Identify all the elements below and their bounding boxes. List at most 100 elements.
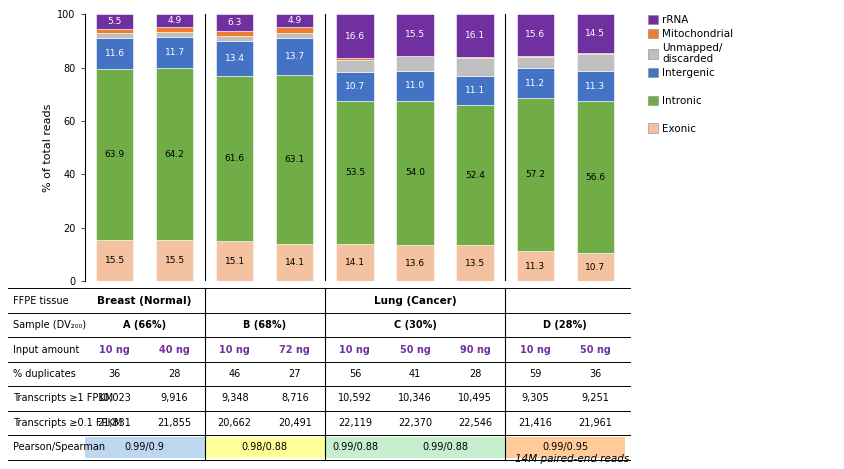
Bar: [456, 245, 493, 281]
Bar: [216, 40, 253, 76]
Bar: [216, 14, 253, 31]
Text: Sample (DV₂₀₀): Sample (DV₂₀₀): [13, 320, 86, 330]
Text: 4.9: 4.9: [167, 16, 181, 25]
Bar: [156, 240, 193, 281]
Text: 14.5: 14.5: [585, 29, 604, 38]
Text: 21,961: 21,961: [577, 418, 611, 428]
Bar: [156, 32, 193, 37]
Text: 41: 41: [408, 369, 420, 379]
Text: 40 ng: 40 ng: [159, 345, 190, 355]
Bar: [456, 57, 493, 58]
Text: FFPE tissue: FFPE tissue: [13, 295, 68, 306]
Bar: [396, 56, 433, 71]
Bar: [396, 55, 433, 56]
Bar: [396, 101, 433, 245]
Bar: [456, 58, 493, 76]
Text: 10 ng: 10 ng: [339, 345, 370, 355]
Bar: [216, 36, 253, 40]
Text: 10 ng: 10 ng: [519, 345, 550, 355]
Text: 15.5: 15.5: [404, 30, 425, 39]
Bar: [96, 240, 133, 281]
Bar: [456, 76, 493, 105]
Bar: [516, 57, 553, 68]
Bar: [456, 14, 493, 57]
Bar: [156, 68, 193, 240]
Bar: [276, 14, 313, 27]
Bar: [396, 245, 433, 281]
Text: 22,119: 22,119: [338, 418, 371, 428]
Text: 4.9: 4.9: [287, 16, 301, 25]
Text: 11.2: 11.2: [524, 79, 544, 88]
Bar: [276, 38, 313, 75]
Text: 13.7: 13.7: [284, 52, 305, 61]
Text: 57.2: 57.2: [524, 170, 544, 179]
Bar: [336, 101, 373, 244]
Bar: [336, 59, 373, 60]
Text: 0.99/0.9: 0.99/0.9: [125, 442, 165, 453]
Bar: [96, 14, 133, 29]
Text: 36: 36: [588, 369, 601, 379]
Text: D (28%): D (28%): [543, 320, 587, 330]
Text: A (66%): A (66%): [123, 320, 166, 330]
Text: 64.2: 64.2: [165, 150, 184, 159]
Text: 56.6: 56.6: [585, 173, 604, 182]
Text: 15.5: 15.5: [165, 256, 185, 265]
Text: 0.99/0.95: 0.99/0.95: [542, 442, 587, 453]
Text: 27: 27: [288, 369, 300, 379]
Text: Breast (Normal): Breast (Normal): [97, 295, 192, 306]
Bar: [336, 244, 373, 281]
Text: 21,855: 21,855: [157, 418, 192, 428]
Text: 90 ng: 90 ng: [459, 345, 490, 355]
Text: Transcripts ≥0.1 FPKM: Transcripts ≥0.1 FPKM: [13, 418, 122, 428]
Text: 59: 59: [528, 369, 541, 379]
Bar: [96, 38, 133, 69]
Text: 10,592: 10,592: [338, 393, 371, 403]
Text: 36: 36: [108, 369, 121, 379]
Text: 5.5: 5.5: [107, 17, 122, 26]
Bar: [336, 72, 373, 101]
Bar: [576, 14, 613, 53]
Bar: [156, 27, 193, 32]
Text: 10,023: 10,023: [98, 393, 132, 403]
Text: 11.3: 11.3: [585, 82, 604, 91]
Text: 11.0: 11.0: [404, 82, 425, 91]
Text: 16.1: 16.1: [464, 31, 484, 40]
Text: 50 ng: 50 ng: [399, 345, 430, 355]
Bar: [456, 105, 493, 245]
Text: 14M paired-end reads: 14M paired-end reads: [515, 454, 629, 464]
Bar: [336, 14, 373, 59]
Text: 61.6: 61.6: [225, 154, 245, 163]
Text: 50 ng: 50 ng: [579, 345, 610, 355]
Text: 56: 56: [349, 369, 360, 379]
Text: 11.1: 11.1: [464, 86, 484, 95]
Text: 11.7: 11.7: [165, 48, 185, 57]
Text: 0.99/0.88: 0.99/0.88: [332, 442, 377, 453]
Text: 6.3: 6.3: [227, 18, 241, 27]
Bar: [96, 29, 133, 33]
Bar: [216, 31, 253, 36]
Text: 16.6: 16.6: [344, 32, 365, 41]
Text: 20,491: 20,491: [278, 418, 311, 428]
Text: 10,346: 10,346: [398, 393, 431, 403]
Text: Lung (Cancer): Lung (Cancer): [373, 295, 456, 306]
Text: 14.1: 14.1: [284, 258, 305, 267]
Bar: [216, 76, 253, 241]
Text: 28: 28: [468, 369, 481, 379]
Bar: [276, 244, 313, 281]
Bar: [276, 33, 313, 38]
Legend: rRNA, Mitochondrial, Unmapped/
discarded, Intergenic, , Intronic, , Exonic: rRNA, Mitochondrial, Unmapped/ discarded…: [646, 14, 733, 135]
Bar: [576, 71, 613, 101]
Text: 15.6: 15.6: [524, 30, 544, 39]
Text: 22,546: 22,546: [457, 418, 491, 428]
Text: 52.4: 52.4: [464, 171, 484, 180]
Text: C (30%): C (30%): [393, 320, 436, 330]
Text: 53.5: 53.5: [344, 168, 365, 177]
Text: 15.5: 15.5: [105, 256, 124, 265]
Text: 15.1: 15.1: [225, 257, 245, 266]
Text: 46: 46: [229, 369, 241, 379]
Text: 13.5: 13.5: [464, 259, 484, 268]
Bar: [96, 69, 133, 240]
Text: Input amount: Input amount: [13, 345, 79, 355]
Bar: [516, 98, 553, 251]
Text: 22,370: 22,370: [398, 418, 431, 428]
